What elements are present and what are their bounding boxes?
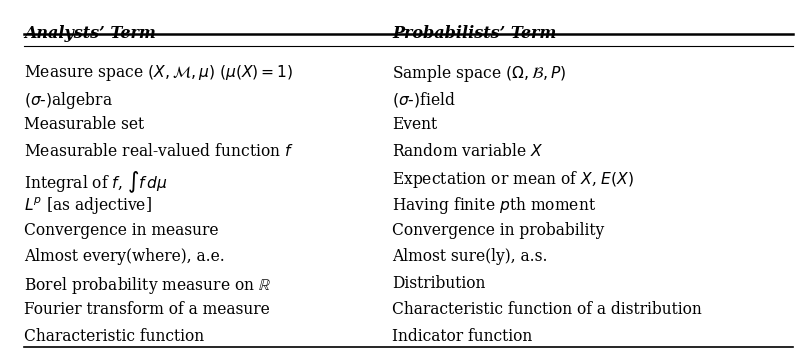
Text: Characteristic function: Characteristic function (24, 328, 204, 345)
Text: $( \sigma\text{-})$algebra: $( \sigma\text{-})$algebra (24, 90, 113, 111)
Text: Analysts’ Term: Analysts’ Term (24, 25, 155, 42)
Text: Almost every(where), a.e.: Almost every(where), a.e. (24, 248, 225, 265)
Text: Integral of $f$, $\int f\, d\mu$: Integral of $f$, $\int f\, d\mu$ (24, 169, 167, 195)
Text: $L^p$ [as adjective]: $L^p$ [as adjective] (24, 195, 152, 216)
Text: Almost sure(ly), a.s.: Almost sure(ly), a.s. (392, 248, 548, 265)
Text: Distribution: Distribution (392, 275, 486, 292)
Text: Fourier transform of a measure: Fourier transform of a measure (24, 301, 270, 318)
Text: Event: Event (392, 116, 437, 133)
Text: Expectation or mean of $X$, $E(X)$: Expectation or mean of $X$, $E(X)$ (392, 169, 634, 190)
Text: Convergence in probability: Convergence in probability (392, 222, 605, 239)
Text: Having finite $p$th moment: Having finite $p$th moment (392, 195, 597, 216)
Text: $( \sigma\text{-})$field: $( \sigma\text{-})$field (392, 90, 457, 109)
Text: Measurable set: Measurable set (24, 116, 144, 133)
Text: Random variable $X$: Random variable $X$ (392, 143, 544, 160)
Text: Indicator function: Indicator function (392, 328, 533, 345)
Text: Probabilists’ Term: Probabilists’ Term (392, 25, 557, 42)
Text: Borel probability measure on $\mathbb{R}$: Borel probability measure on $\mathbb{R}… (24, 275, 272, 296)
Text: Measure space $(X, \mathcal{M}, \mu)$ $(\mu(X) = 1)$: Measure space $(X, \mathcal{M}, \mu)$ $(… (24, 63, 293, 83)
Text: Convergence in measure: Convergence in measure (24, 222, 219, 239)
Text: Measurable real-valued function $f$: Measurable real-valued function $f$ (24, 143, 294, 160)
Text: Sample space $(\Omega, \mathcal{B}, P)$: Sample space $(\Omega, \mathcal{B}, P)$ (392, 63, 567, 84)
Text: Characteristic function of a distribution: Characteristic function of a distributio… (392, 301, 702, 318)
